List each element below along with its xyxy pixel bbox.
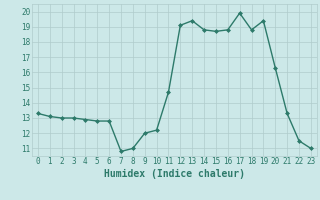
X-axis label: Humidex (Indice chaleur): Humidex (Indice chaleur) [104, 169, 245, 179]
